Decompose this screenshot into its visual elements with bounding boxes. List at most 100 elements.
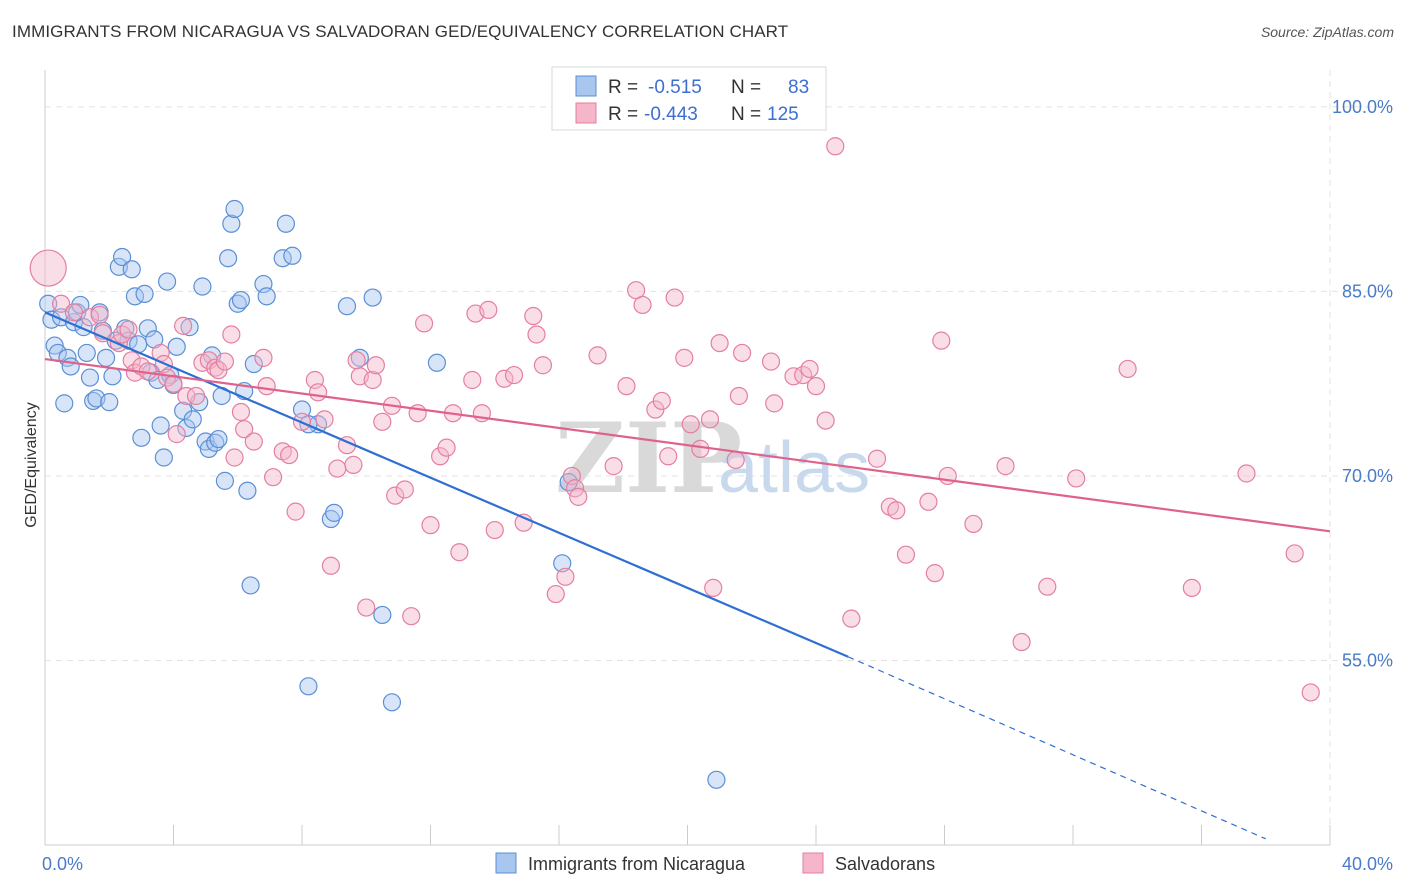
salvadoran-point-65 (479, 300, 498, 319)
salvadoran-point-28 (231, 402, 251, 422)
salvadoran-point-4 (90, 305, 109, 324)
salvadoran-point-22 (199, 351, 218, 370)
nicaragua-point-60 (238, 481, 257, 500)
nicaragua-point-29 (132, 428, 151, 447)
nicaragua-point-66 (276, 214, 296, 233)
salvadoran-point-68 (504, 365, 524, 385)
nicaragua-point-55 (222, 214, 241, 233)
salvadoran-point-2 (64, 303, 84, 322)
salvadoran-point-84 (652, 391, 671, 411)
legend-n-label-1: N = (731, 77, 761, 98)
salvadoran-point-114 (1012, 632, 1031, 652)
salvadoran-point-107 (896, 545, 916, 564)
salvadoran-point-118 (1182, 578, 1201, 597)
legend-box (551, 66, 827, 131)
salvadoran-point-31 (254, 348, 273, 367)
salvadoran-point-20 (186, 386, 206, 406)
salvadoran-point-25 (215, 352, 234, 371)
top-legend: R = -0.515 N = 83 R = -0.443 N = 125 (551, 66, 827, 131)
salvadoran-point-67 (495, 369, 514, 388)
salvadoran-point-17 (167, 425, 186, 444)
salvadoran-point-39 (308, 383, 328, 402)
legend-r-label-1: R = (608, 77, 638, 98)
nicaragua-point-51 (209, 429, 228, 449)
salvadoran-point-70 (524, 306, 543, 326)
y-tick-label-3: 100.0% (1332, 97, 1393, 117)
nicaragua-point-58 (231, 290, 251, 310)
salvadoran-point-96 (761, 352, 781, 371)
salvadoran-point-18 (174, 316, 193, 335)
salvadoran-point-108 (919, 492, 938, 511)
y-tick-label-0: 55.0% (1342, 650, 1393, 670)
nicaragua-point-79 (553, 554, 572, 573)
bottom-legend-label-blue: Immigrants from Nicaragua (528, 854, 746, 874)
nicaragua-point-75 (363, 288, 382, 307)
nicaragua-point-36 (154, 448, 173, 467)
nicaragua-point-78 (427, 353, 447, 372)
salvadoran-point-16 (164, 374, 183, 393)
watermark-atlas: atlas (718, 428, 870, 508)
salvadoran-point-26 (222, 325, 241, 344)
salvadoran-point-8 (119, 320, 138, 339)
nicaragua-point-18 (96, 348, 116, 367)
nicaragua-point-26 (122, 260, 141, 279)
nicaragua-point-40 (167, 337, 186, 356)
salvadoran-point-30 (244, 432, 263, 451)
salvadoran-point-40 (315, 410, 334, 429)
grid-lines (45, 70, 1392, 845)
y-axis-title: GED/Equivalency (23, 402, 40, 527)
nicaragua-point-64 (257, 287, 276, 306)
nicaragua-point-37 (157, 272, 177, 291)
nicaragua-point-30 (135, 284, 154, 303)
salvadoran-point-27 (225, 448, 244, 467)
y-tick-label-2: 85.0% (1342, 281, 1393, 301)
salvadoran-point-53 (395, 480, 414, 499)
salvadoran-point-101 (806, 377, 826, 396)
salvadoran-point-91 (704, 578, 723, 597)
salvadoran-point-41 (321, 556, 341, 575)
salvadoran-point-112 (964, 514, 983, 534)
legend-swatch-pink (575, 102, 597, 124)
salvadoran-point-73 (546, 584, 565, 604)
salvadoran-point-49 (366, 356, 385, 375)
x-tick-label-0: 0.0% (42, 854, 83, 874)
x-tick-label-1: 40.0% (1342, 854, 1393, 874)
nicaragua-trend-line-extension (847, 656, 1266, 840)
nicaragua-point-7 (61, 357, 80, 376)
nicaragua-point-73 (337, 297, 357, 316)
salvadoran-point-94 (729, 386, 749, 406)
salvadoran-point-116 (1067, 469, 1086, 488)
nicaragua-point-81 (707, 770, 726, 789)
salvadoran-trend-line (44, 357, 1331, 533)
salvadoran-point-66 (485, 520, 504, 540)
salvadoran-point-0 (29, 249, 67, 287)
nicaragua-point-19 (100, 393, 119, 412)
nicaragua-point-77 (382, 693, 402, 712)
salvadoran-point-90 (700, 410, 720, 429)
nicaragua-point-10 (71, 295, 90, 315)
salvadoran-point-62 (463, 370, 482, 390)
nicaragua-point-53 (215, 471, 234, 490)
salvadoran-point-117 (1118, 359, 1137, 379)
nicaragua-point-13 (80, 368, 100, 387)
bottom-legend-label-pink: Salvadorans (835, 854, 935, 874)
salvadoran-point-93 (726, 450, 745, 470)
nicaragua-point-46 (193, 277, 212, 296)
nicaragua-point-23 (112, 247, 132, 267)
salvadoran-point-1 (51, 294, 71, 313)
salvadoran-point-33 (263, 468, 283, 487)
nicaragua-point-54 (219, 249, 238, 268)
y-tick-label-1: 70.0% (1342, 466, 1393, 486)
nicaragua-point-14 (84, 391, 103, 411)
trend-lines (44, 311, 1331, 840)
salvadoran-point-79 (604, 457, 623, 476)
nicaragua-point-56 (225, 199, 244, 219)
salvadoran-point-47 (357, 598, 376, 617)
nicaragua-point-12 (77, 343, 96, 363)
nicaragua-point-5 (55, 394, 74, 413)
bottom-legend-swatch-blue (495, 852, 517, 874)
nicaragua-trend-line (44, 311, 849, 658)
salvadoran-point-92 (710, 333, 729, 353)
salvadoran-point-56 (414, 314, 434, 333)
chart-title: IMMIGRANTS FROM NICARAGUA VS SALVADORAN … (12, 22, 789, 41)
